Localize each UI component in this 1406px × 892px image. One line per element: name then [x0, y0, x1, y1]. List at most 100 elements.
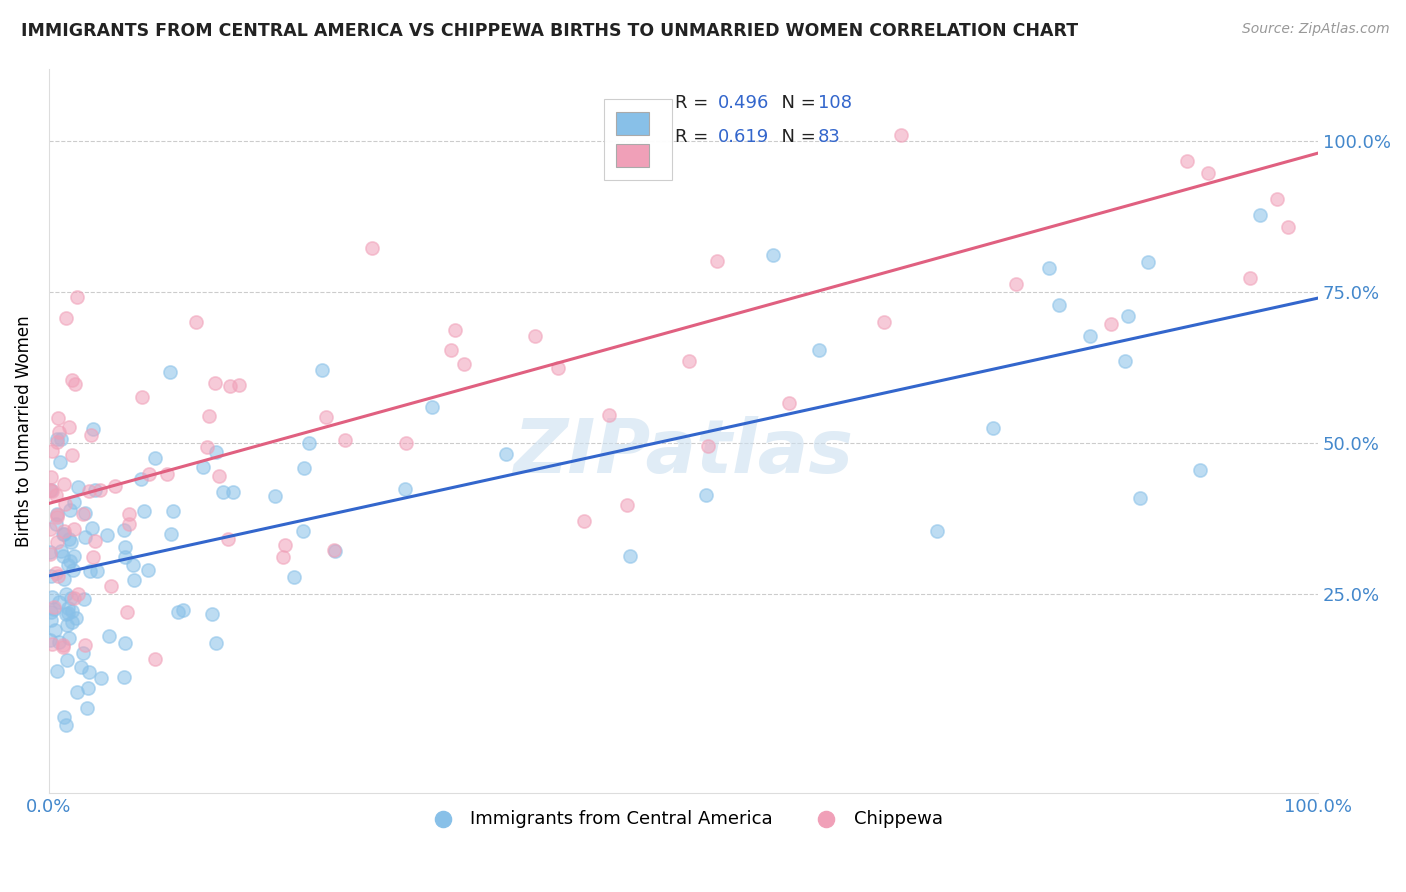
Point: [195, 440, 218, 454]
Point: [45, 566, 67, 580]
Point: [104, 479, 127, 493]
Point: [39, 469, 62, 483]
Point: [79, 565, 101, 579]
Point: [53, 497, 76, 511]
Point: [72, 646, 94, 660]
Point: [63, 522, 86, 536]
Text: Source: ZipAtlas.com: Source: ZipAtlas.com: [1241, 22, 1389, 37]
Point: [138, 467, 160, 482]
Legend: Immigrants from Central America, Chippewa: Immigrants from Central America, Chippew…: [418, 803, 950, 835]
Point: [598, 409, 620, 423]
Point: [59, 554, 82, 568]
Point: [166, 605, 188, 619]
Point: [274, 538, 297, 552]
Point: [52, 572, 75, 586]
Point: [55, 653, 77, 667]
Point: [444, 323, 467, 337]
Point: [73, 530, 96, 544]
Point: [114, 550, 136, 565]
Point: [778, 395, 800, 409]
Point: [46, 411, 69, 425]
Point: [53, 527, 76, 541]
Point: [619, 549, 641, 564]
Point: [62, 563, 84, 577]
Point: [76, 701, 98, 715]
Point: [523, 328, 546, 343]
Point: [136, 562, 159, 576]
Text: ZIPatlas: ZIPatlas: [513, 417, 853, 489]
Point: [39, 483, 62, 497]
Point: [1005, 277, 1028, 292]
Point: [55, 310, 77, 325]
Point: [41, 591, 63, 605]
Point: [55, 718, 77, 732]
Point: [59, 534, 82, 549]
Point: [63, 549, 86, 563]
Point: [48, 595, 70, 609]
Point: [162, 504, 184, 518]
Point: [292, 524, 315, 538]
Point: [52, 549, 75, 564]
Point: [114, 636, 136, 650]
Point: [58, 420, 80, 434]
Point: [201, 607, 224, 621]
Point: [156, 467, 179, 481]
Point: [981, 421, 1004, 435]
Point: [75, 506, 97, 520]
Point: [39, 547, 62, 561]
Point: [616, 498, 638, 512]
Text: 108: 108: [818, 94, 852, 112]
Point: [41, 638, 63, 652]
Point: [1239, 271, 1261, 285]
Point: [58, 503, 80, 517]
Point: [52, 638, 75, 652]
Point: [132, 503, 155, 517]
Point: [1188, 462, 1211, 476]
Point: [49, 544, 72, 558]
Point: [56, 600, 79, 615]
Point: [1078, 329, 1101, 343]
Point: [1277, 219, 1299, 234]
Point: [322, 543, 344, 558]
Point: [77, 681, 100, 695]
Point: [39, 613, 62, 627]
Point: [697, 438, 720, 452]
Point: [292, 460, 315, 475]
Point: [46, 508, 69, 522]
Point: [315, 409, 337, 424]
Text: 0.496: 0.496: [718, 94, 769, 112]
Point: [67, 480, 90, 494]
Point: [100, 579, 122, 593]
Point: [46, 508, 69, 523]
Point: [394, 436, 416, 450]
Point: [48, 634, 70, 648]
Point: [1197, 166, 1219, 180]
Point: [114, 540, 136, 554]
Point: [97, 629, 120, 643]
Point: [96, 528, 118, 542]
Point: [63, 591, 86, 605]
Point: [89, 483, 111, 498]
Point: [1265, 192, 1288, 206]
Point: [118, 508, 141, 522]
Point: [90, 671, 112, 685]
Point: [211, 485, 233, 500]
Point: [45, 510, 67, 524]
Point: [48, 425, 70, 440]
Text: 0.619: 0.619: [718, 128, 769, 146]
Text: R =: R =: [675, 128, 714, 146]
Point: [46, 568, 69, 582]
Point: [49, 454, 72, 468]
Point: [73, 638, 96, 652]
Point: [1136, 254, 1159, 268]
Point: [53, 524, 76, 538]
Point: [58, 532, 80, 546]
Point: [44, 600, 66, 615]
Point: [440, 343, 463, 357]
Point: [39, 633, 62, 648]
Point: [83, 533, 105, 548]
Point: [927, 524, 949, 539]
Point: [218, 379, 240, 393]
Point: [495, 447, 517, 461]
Point: [264, 489, 287, 503]
